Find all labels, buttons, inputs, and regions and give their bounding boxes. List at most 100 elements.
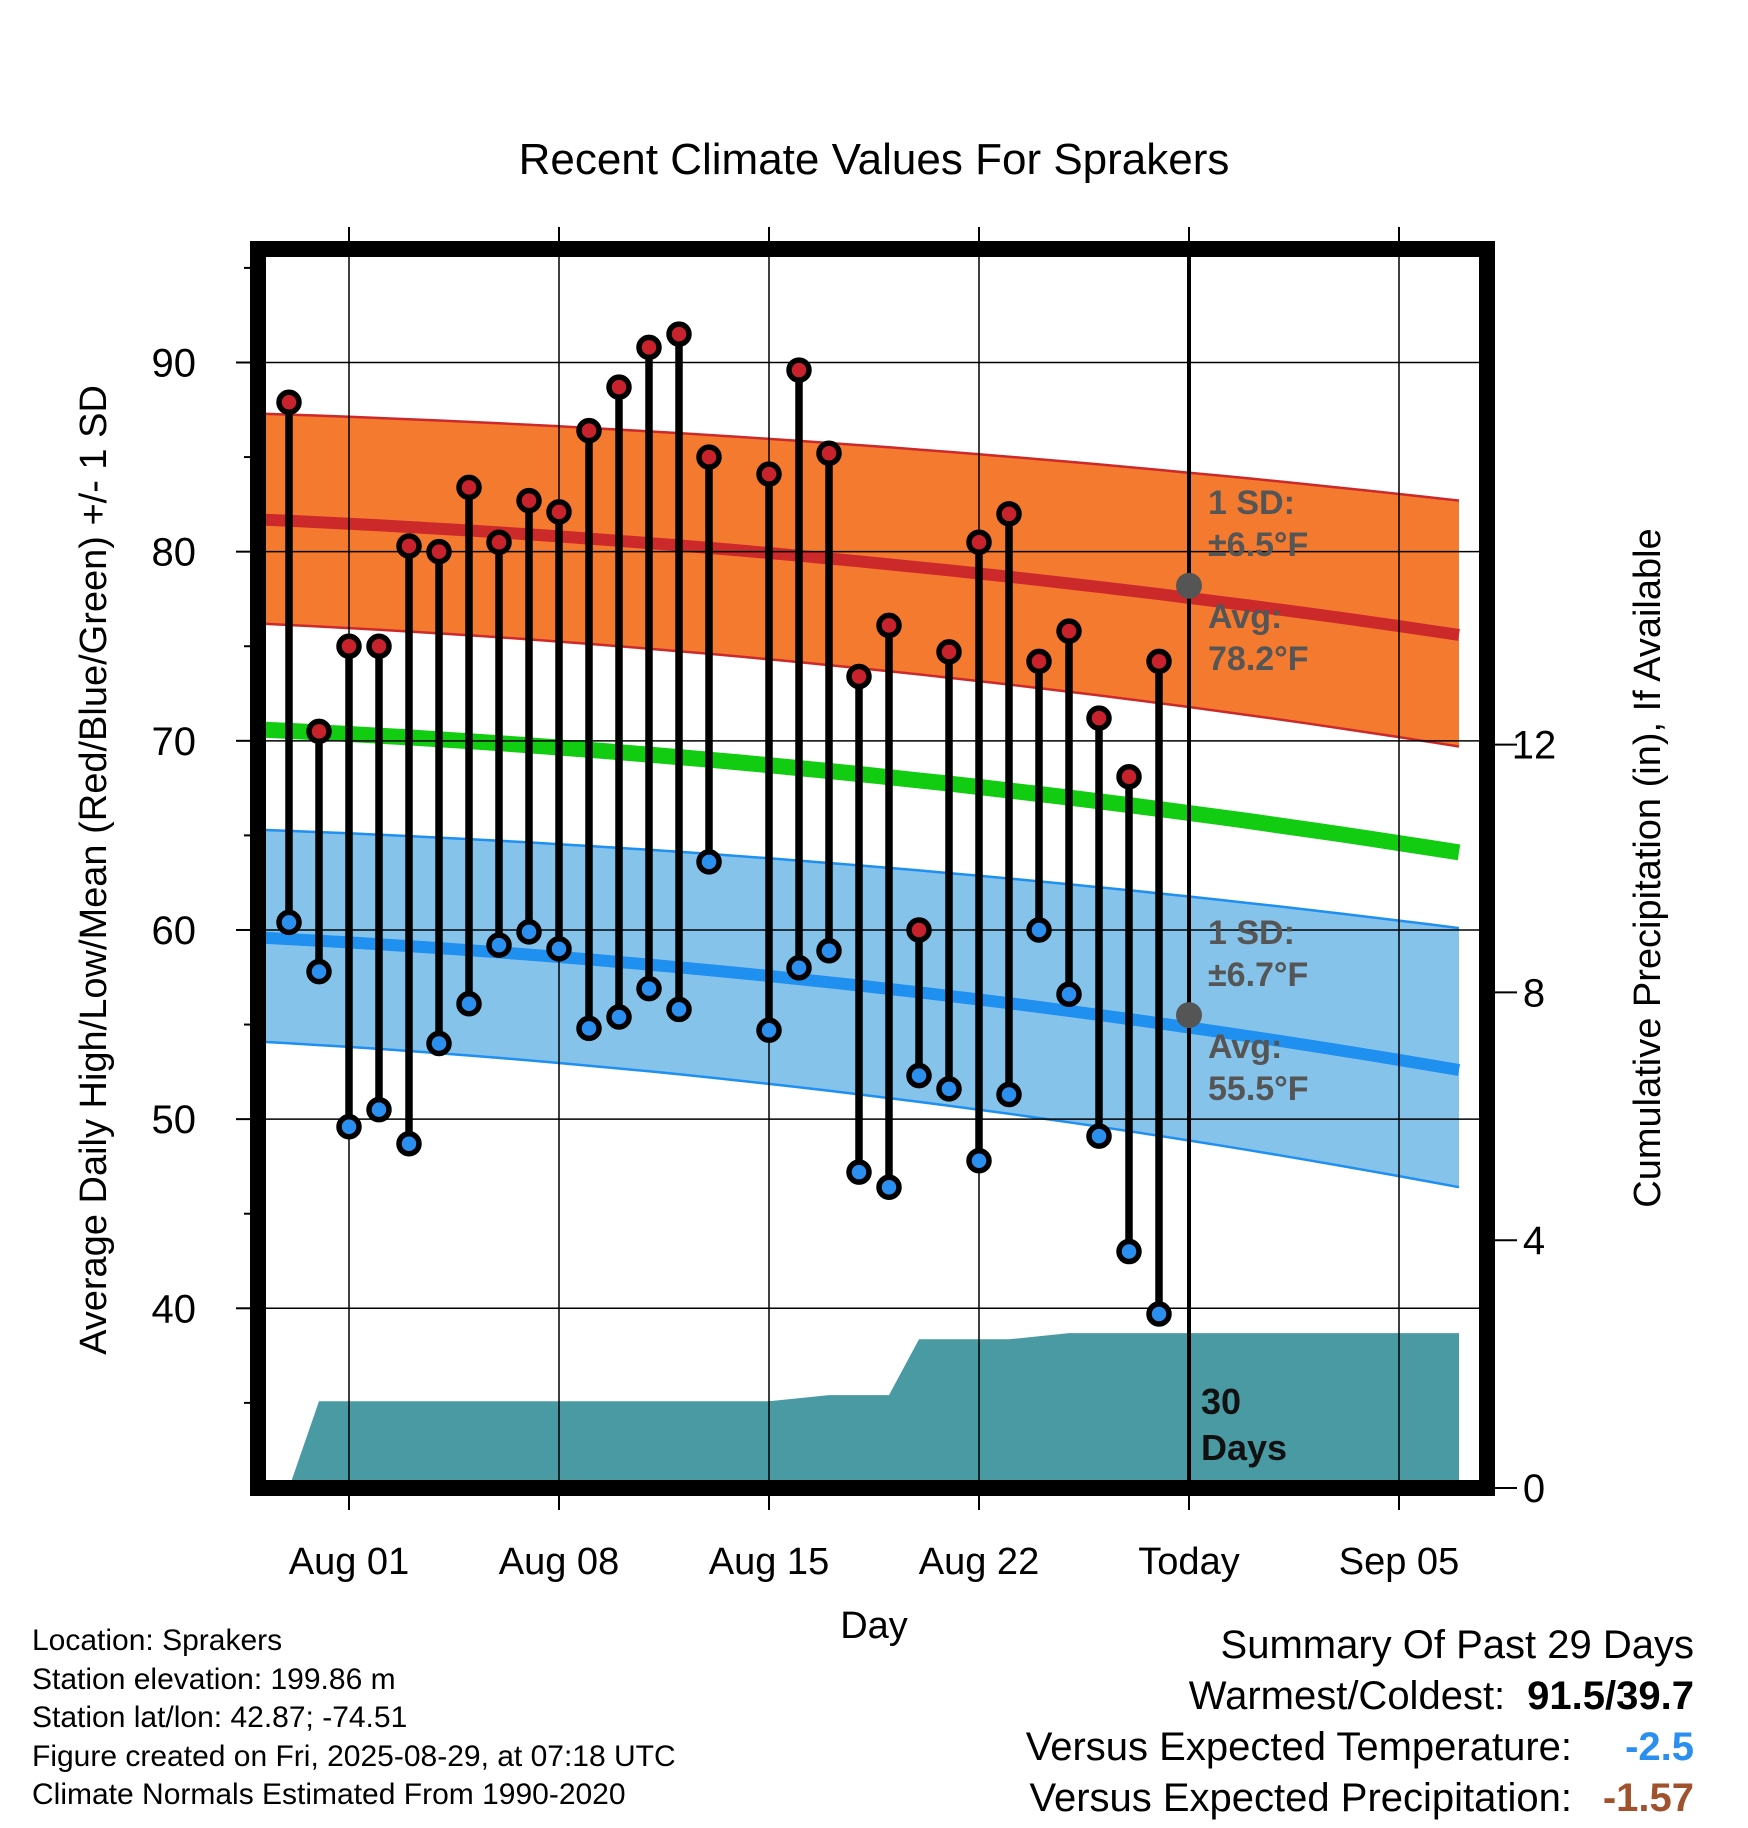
high-point xyxy=(786,357,812,383)
high-point xyxy=(306,718,332,745)
latlon-text: Station lat/lon: 42.87; -74.51 xyxy=(32,1701,408,1734)
station-info: Location: Sprakers Station elevation: 19… xyxy=(32,1622,676,1815)
high-avg-label: Avg: xyxy=(1208,598,1282,636)
low-point xyxy=(636,975,662,1002)
high-sd-label: 1 SD: xyxy=(1208,484,1295,522)
precip-value: -1.57 xyxy=(1602,1776,1694,1820)
high-point xyxy=(456,474,482,501)
high-sd-upper-line xyxy=(258,412,1460,502)
high-avg-value: 78.2°F xyxy=(1208,640,1309,678)
low-point xyxy=(1116,1238,1142,1265)
high-point xyxy=(396,533,422,559)
y2-tick-label: 8 xyxy=(1523,971,1545,1015)
y-tick-label: 70 xyxy=(152,720,197,764)
warm-cold-value: 91.5/39.7 xyxy=(1527,1674,1694,1718)
low-sd-value: ±6.7°F xyxy=(1208,956,1308,994)
summary-panel: Summary Of Past 29 Days Warmest/Coldest:… xyxy=(1026,1620,1694,1824)
low-point xyxy=(936,1076,962,1102)
summary-title: Summary Of Past 29 Days xyxy=(1220,1623,1694,1667)
high-point xyxy=(1146,648,1172,675)
summary-precip: Versus Expected Precipitation: -1.57 xyxy=(1026,1773,1694,1824)
low-point xyxy=(486,932,512,958)
high-point xyxy=(936,639,962,665)
low-point xyxy=(906,1062,932,1089)
high-point xyxy=(696,444,722,470)
high-point xyxy=(816,440,842,467)
low-sd-label: 1 SD: xyxy=(1208,914,1295,952)
low-point xyxy=(456,990,482,1017)
high-point xyxy=(606,374,632,400)
low-avg-value: 55.5°F xyxy=(1208,1070,1309,1108)
low-point xyxy=(756,1017,782,1043)
y-tick-label: 90 xyxy=(152,341,197,385)
low-point xyxy=(666,996,692,1023)
precipitation-fill xyxy=(289,1333,1459,1488)
low-point xyxy=(1086,1123,1112,1149)
y-tick-label: 80 xyxy=(152,531,197,575)
summary-temp: Versus Expected Temperature: -2.5 xyxy=(1026,1722,1694,1773)
low-point xyxy=(546,936,572,962)
high-point xyxy=(846,663,872,690)
axes: Aug 01 Aug 08 Aug 15 Aug 22 Today Sep 05Day40… xyxy=(73,227,1669,1647)
low-point xyxy=(996,1081,1022,1108)
x-axis-label: Day xyxy=(840,1605,908,1647)
y2-tick-label: 0 xyxy=(1523,1467,1545,1511)
low-point xyxy=(1146,1301,1172,1327)
low-point xyxy=(696,849,722,875)
high-sd-value: ±6.5°F xyxy=(1208,526,1308,564)
x-tick-label: Aug 22 xyxy=(919,1541,1039,1583)
low-point xyxy=(276,909,302,936)
created-text: Figure created on Fri, 2025-08-29, at 07… xyxy=(32,1739,676,1773)
low-point xyxy=(1056,981,1082,1008)
low-point xyxy=(396,1130,422,1157)
low-point xyxy=(336,1113,362,1140)
high-point xyxy=(336,633,362,659)
low-point xyxy=(606,1004,632,1030)
high-point xyxy=(276,389,302,415)
high-point xyxy=(546,499,572,525)
high-point xyxy=(486,529,512,555)
high-point xyxy=(1026,648,1052,675)
high-point xyxy=(966,529,992,555)
low-avg-marker xyxy=(1176,1002,1202,1029)
x-tick-label: Aug 01 xyxy=(289,1541,409,1583)
x-tick-label: Aug 15 xyxy=(709,1541,829,1583)
low-avg-label: Avg: xyxy=(1208,1028,1282,1066)
elevation-text: Station elevation: 199.86 m xyxy=(32,1662,396,1696)
high-point xyxy=(576,417,602,444)
summary-warm-cold: Warmest/Coldest: 91.5/39.7 xyxy=(1026,1671,1694,1722)
precip-label: Versus Expected Precipitation: xyxy=(1029,1776,1572,1820)
high-point xyxy=(996,501,1022,527)
plot-frame xyxy=(250,241,1495,1496)
high-point xyxy=(1056,618,1082,644)
y-tick-label: 50 xyxy=(152,1098,197,1142)
low-point xyxy=(576,1015,602,1042)
y2-tick-label: 12 xyxy=(1512,724,1557,768)
precipitation-area xyxy=(289,1333,1459,1488)
chart-title: Recent Climate Values For Sprakers xyxy=(519,135,1230,184)
low-point xyxy=(966,1148,992,1174)
high-point xyxy=(1116,764,1142,790)
low-point xyxy=(516,919,542,945)
high-point xyxy=(876,612,902,639)
low-point xyxy=(846,1159,872,1185)
low-point xyxy=(786,955,812,981)
x-tick-label: Aug 08 xyxy=(499,1541,619,1583)
low-point xyxy=(1026,917,1052,943)
period-label-days: Days xyxy=(1201,1427,1287,1468)
daily-temperature-bars xyxy=(276,321,1172,1327)
y2-tick-label: 4 xyxy=(1523,1219,1545,1263)
location-text: Location: Sprakers xyxy=(32,1624,283,1657)
low-point xyxy=(366,1096,392,1123)
high-point xyxy=(906,917,932,943)
normals-text: Climate Normals Estimated From 1990-2020 xyxy=(32,1778,626,1811)
high-avg-marker xyxy=(1176,572,1202,599)
annotations: 1 SD: ±6.5°F Avg: 78.2°F 1 SD: ±6.7°F Avg: 55.5… xyxy=(1176,249,1309,1488)
high-point xyxy=(666,321,692,347)
low-point xyxy=(876,1174,902,1200)
high-point xyxy=(426,538,452,565)
low-point xyxy=(816,938,842,964)
y-axis-label: Average Daily High/Low/Mean (Red/Blue/Gr… xyxy=(73,385,115,1355)
temp-value: -2.5 xyxy=(1625,1725,1694,1769)
